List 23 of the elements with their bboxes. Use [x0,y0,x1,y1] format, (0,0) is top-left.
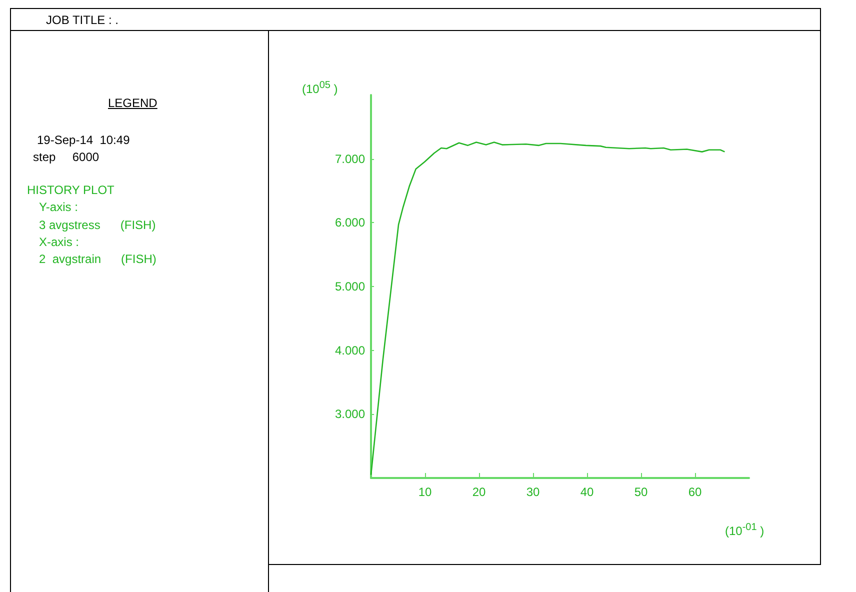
text: HISTORY PLOT [27,183,114,197]
y-axis-title: (10$^{05}$ ) [302,80,338,96]
text: Y-axis : [39,200,78,214]
text: JOB TITLE : . [46,13,118,27]
x-tick-label: 10 [418,485,432,499]
line-series [370,142,726,476]
x-tick-label: 40 [580,485,594,499]
text: 2 avgstrain (FISH) [39,252,156,266]
x-tick-label: 60 [688,485,702,499]
text: X-axis : [39,235,80,249]
y-tick-label: 4.000 [334,343,366,358]
x-tick-label: 50 [634,485,648,499]
x-axis-title: (10$^{-01}$ ) [725,522,764,538]
x-tick-label: 20 [472,485,486,499]
y-tick-label: 6.000 [334,216,366,230]
y-tick-label: 3.000 [334,407,366,422]
text: LEGEND [108,96,158,110]
x-tick-label: 30 [526,485,540,499]
text: 19-Sep-14 10:49 [37,133,130,147]
text: 3 avgstress (FISH) [39,218,156,232]
y-tick-label: 5.000 [334,280,366,294]
y-tick-label: 7.000 [334,152,366,166]
text: step 6000 [33,150,100,164]
